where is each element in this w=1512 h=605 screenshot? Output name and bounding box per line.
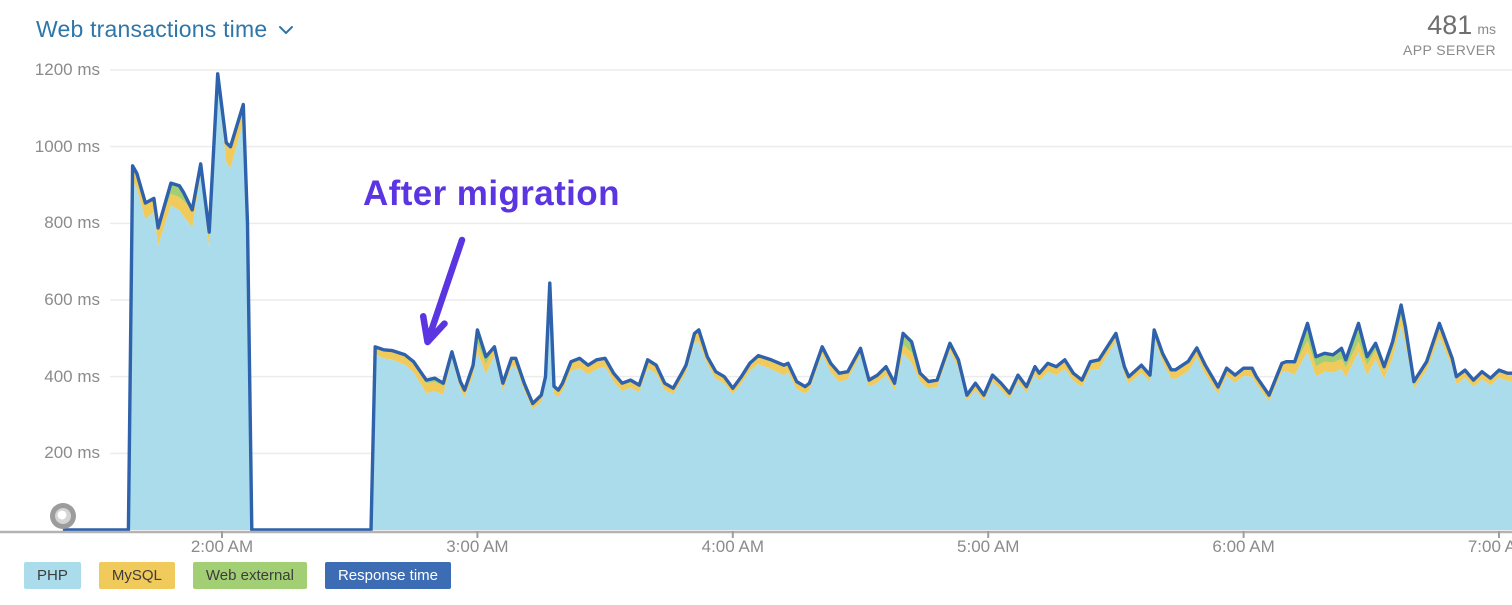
x-axis-label: 7:00 AM [1467, 537, 1512, 556]
x-axis-label: 4:00 AM [701, 537, 764, 556]
annotation-arrowhead [419, 313, 448, 346]
annotation-after-migration: After migration [363, 174, 620, 213]
x-axis-label: 2:00 AM [190, 537, 254, 556]
y-axis-label: 800 ms [44, 213, 100, 233]
page-title: Web transactions time [36, 16, 268, 42]
metric-unit: ms [1477, 21, 1496, 37]
y-axis-label: 1000 ms [34, 136, 100, 156]
chevron-down-icon [279, 25, 294, 34]
x-axis-label: 5:00 AM [957, 537, 1020, 556]
metric-value: 481 [1427, 10, 1473, 40]
chart-legend: PHP MySQL Web external Response time [24, 562, 452, 589]
php-area [64, 83, 1512, 531]
legend-item-mysql[interactable]: MySQL [98, 562, 175, 589]
y-axis-label: 1200 ms [34, 60, 100, 79]
chart-title-dropdown[interactable]: Web transactions time [36, 16, 294, 43]
response-time-line [62, 72, 1512, 532]
metric-label: APP SERVER [1403, 42, 1496, 58]
legend-item-web-external[interactable]: Web external [192, 562, 307, 589]
legend-item-php[interactable]: PHP [24, 562, 81, 589]
eye-icon-center [57, 510, 67, 520]
legend-item-response-time[interactable]: Response time [324, 562, 452, 589]
x-axis-label: 6:00 AM [1212, 537, 1275, 556]
annotation-arrow [426, 236, 466, 340]
y-axis-label: 400 ms [44, 366, 100, 386]
y-axis-label: 600 ms [44, 290, 100, 309]
app-server-metric: 481 ms APP SERVER [1403, 10, 1496, 58]
y-axis-label: 200 ms [44, 443, 100, 463]
x-axis-label: 3:00 AM [446, 537, 509, 556]
